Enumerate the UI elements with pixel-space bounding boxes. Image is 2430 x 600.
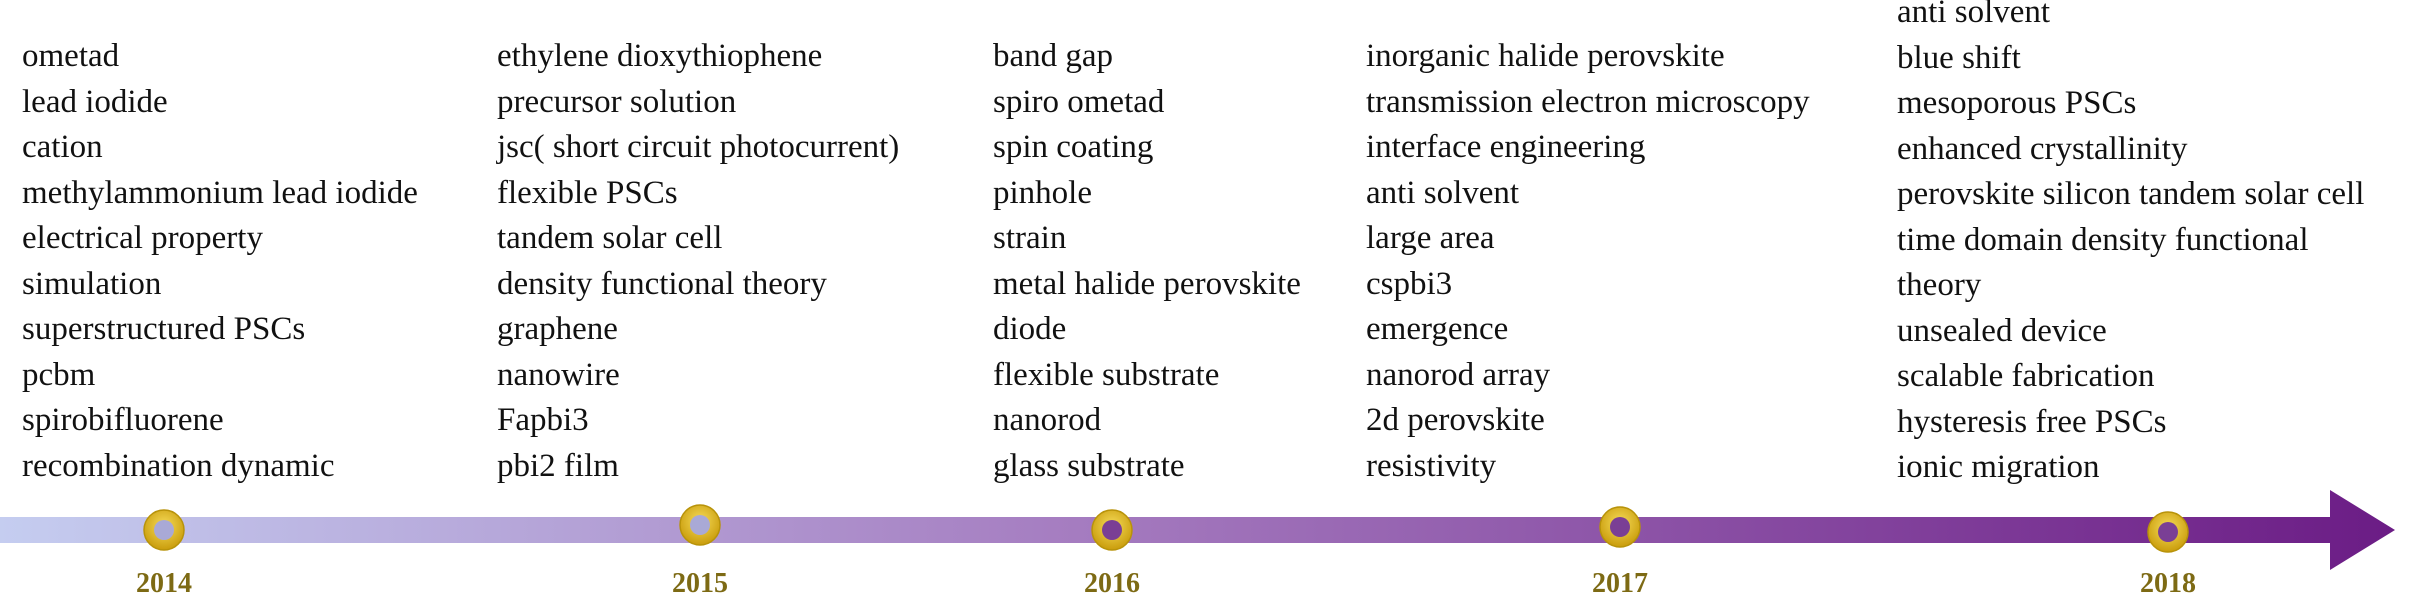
keyword-item: anti solvent (1366, 174, 1520, 211)
keyword-item: interface engineering (1366, 129, 1646, 165)
timeline-arrow-shape (0, 490, 2395, 570)
keyword-item: ethylene dioxythiophene (497, 38, 823, 74)
keyword-item: theory (1897, 267, 1982, 303)
keyword-item: mesoporous PSCs (1897, 85, 2137, 121)
keyword-item: density functional theory (497, 265, 827, 302)
keyword-item: time domain density functional (1897, 221, 2309, 258)
keyword-item: inorganic halide perovskite (1366, 38, 1725, 74)
keyword-item: lead iodide (22, 83, 168, 120)
keyword-item: methylammonium lead iodide (22, 174, 418, 211)
keyword-column-2015: ethylene dioxythiophene precursor solutio… (497, 34, 899, 489)
timeline-marker-center (690, 515, 710, 535)
keyword-item: pbi2 film (497, 447, 619, 484)
keyword-column-2014: ometad lead iodide cation methylammonium le… (22, 34, 418, 489)
keyword-item: electrical property (22, 220, 263, 256)
keyword-item: tandem solar cell (497, 220, 723, 256)
keyword-item: ometad (22, 38, 120, 74)
keyword-item: pcbm (22, 356, 96, 393)
keyword-item: nanowire (497, 356, 620, 393)
keyword-item: resistivity (1366, 447, 1497, 484)
keyword-item: nanorod (993, 402, 1102, 438)
timeline-marker-center (1102, 520, 1122, 540)
year-label-2014: 2014 (136, 568, 192, 599)
keyword-item: unsealed device (1897, 312, 2107, 349)
timeline-marker-center (154, 520, 174, 540)
keyword-item: scalable fabrication (1897, 358, 2155, 394)
keyword-item: metal halide perovskite (993, 265, 1301, 302)
keyword-column-2018: anti solvent blue shift mesoporous PSCs enh… (1897, 0, 2364, 491)
keyword-item: hysteresis free PSCs (1897, 403, 2167, 440)
keyword-item: nanorod array (1366, 356, 1551, 393)
timeline-arrow (0, 490, 2395, 570)
keyword-item: large area (1366, 220, 1495, 256)
year-label-2017: 2017 (1592, 568, 1648, 599)
keyword-item: anti solvent (1897, 0, 2051, 30)
keyword-item: 2d perovskite (1366, 402, 1545, 438)
keyword-item: spiro ometad (993, 83, 1165, 120)
keyword-item: precursor solution (497, 83, 737, 120)
keyword-item: glass substrate (993, 447, 1185, 484)
year-label-2015: 2015 (672, 568, 728, 599)
keyword-item: simulation (22, 265, 162, 302)
keyword-item: strain (993, 220, 1067, 256)
keyword-column-2017: inorganic halide perovskite transmission … (1366, 34, 1810, 489)
keyword-item: Fapbi3 (497, 402, 589, 438)
year-label-2016: 2016 (1084, 568, 1140, 599)
keyword-item: cspbi3 (1366, 265, 1453, 302)
keyword-item: flexible PSCs (497, 174, 678, 211)
keyword-item: enhanced crystallinity (1897, 130, 2188, 167)
keyword-item: spin coating (993, 129, 1154, 165)
keyword-item: emergence (1366, 311, 1509, 347)
keyword-item: recombination dynamic (22, 447, 335, 484)
keyword-item: graphene (497, 311, 618, 347)
keyword-item: pinhole (993, 174, 1092, 211)
keyword-item: flexible substrate (993, 356, 1220, 393)
keyword-item: diode (993, 311, 1067, 347)
timeline-marker-center (1610, 517, 1630, 537)
keyword-column-2016: band gap spiro ometad spin coating pinhole s… (993, 34, 1301, 489)
year-label-2018: 2018 (2140, 568, 2196, 599)
keyword-item: jsc( short circuit photocurrent) (497, 129, 900, 165)
keyword-item: band gap (993, 38, 1114, 74)
keyword-item: blue shift (1897, 39, 2021, 76)
keyword-item: spirobifluorene (22, 402, 224, 438)
keyword-item: superstructured PSCs (22, 311, 306, 347)
keyword-item: ionic migration (1897, 449, 2100, 485)
keyword-item: perovskite silicon tandem solar cell (1897, 176, 2365, 212)
keyword-item: cation (22, 129, 103, 165)
timeline-marker-center (2158, 522, 2178, 542)
keyword-item: transmission electron microscopy (1366, 83, 1810, 120)
